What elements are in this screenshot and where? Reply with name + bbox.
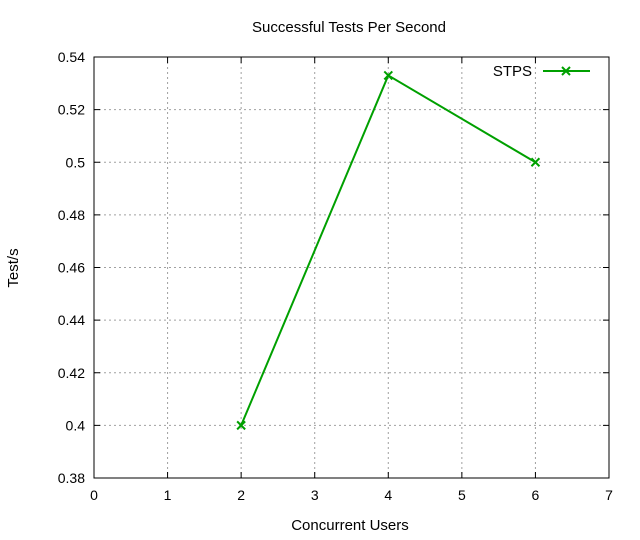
- y-tick-label: 0.4: [66, 417, 86, 433]
- chart-title: Successful Tests Per Second: [252, 19, 446, 36]
- data-point-marker: [236, 420, 246, 431]
- y-tick-label: 0.44: [58, 312, 85, 328]
- series-area: [236, 70, 541, 431]
- y-axis-label: Test/s: [5, 248, 22, 287]
- data-point-marker: [561, 66, 571, 76]
- legend-label-stps: STPS: [493, 63, 532, 80]
- legend: STPS: [493, 63, 590, 80]
- y-tick-label: 0.48: [58, 207, 85, 223]
- legend-marker-stps: [561, 66, 571, 76]
- y-tick-label: 0.54: [58, 49, 85, 65]
- plot-frame: [93, 56, 610, 479]
- x-tick-label: 1: [164, 487, 172, 503]
- data-point-marker: [383, 70, 393, 81]
- y-tick-label: 0.5: [66, 154, 86, 170]
- x-axis-label: Concurrent Users: [291, 517, 409, 534]
- y-tick-label: 0.38: [58, 470, 85, 486]
- data-point-marker: [530, 157, 541, 167]
- x-tick-label: 2: [237, 487, 245, 503]
- y-tick-label: 0.42: [58, 365, 85, 381]
- grid: [94, 57, 609, 478]
- x-tick-label: 6: [532, 487, 540, 503]
- x-tick-label: 3: [311, 487, 319, 503]
- axis-ticks: 0 1 2 3 4 5 6 7 0.38 0.4 0.42 0.44 0.46 0.48 0.5 0.52 0.…: [58, 49, 613, 503]
- y-tick-label: 0.46: [58, 260, 85, 276]
- x-tick-label: 5: [458, 487, 466, 503]
- x-tick-label: 4: [384, 487, 392, 503]
- y-tick-label: 0.52: [58, 102, 85, 118]
- x-tick-label: 0: [90, 487, 98, 503]
- x-tick-label: 7: [605, 487, 613, 503]
